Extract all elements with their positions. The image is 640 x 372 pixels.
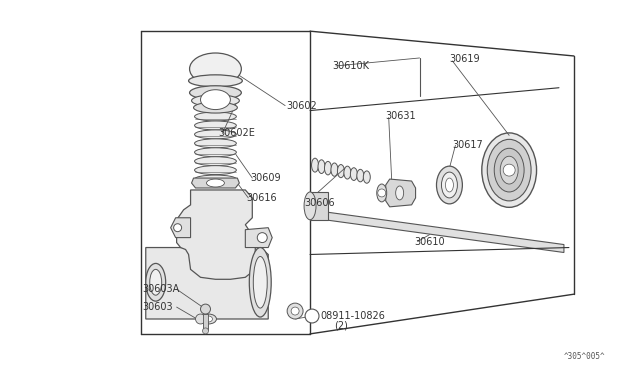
Ellipse shape [150, 269, 162, 295]
Ellipse shape [312, 158, 319, 172]
Ellipse shape [195, 130, 236, 139]
Ellipse shape [500, 156, 518, 184]
Ellipse shape [324, 161, 332, 175]
Circle shape [305, 309, 319, 323]
Circle shape [173, 224, 182, 232]
Text: 30610K: 30610K [332, 61, 369, 71]
Circle shape [257, 232, 268, 243]
Ellipse shape [396, 186, 404, 200]
Ellipse shape [205, 316, 212, 322]
Ellipse shape [195, 166, 236, 174]
Text: 30602E: 30602E [218, 128, 255, 138]
Text: 30609: 30609 [250, 173, 281, 183]
Bar [310, 192, 328, 220]
Ellipse shape [253, 256, 268, 308]
Text: 30617: 30617 [452, 140, 483, 150]
Ellipse shape [442, 172, 458, 198]
Text: 30603A: 30603A [143, 284, 180, 294]
Circle shape [378, 189, 386, 197]
Text: 08911-10826: 08911-10826 [320, 311, 385, 321]
Ellipse shape [146, 263, 166, 301]
Ellipse shape [364, 171, 371, 183]
Ellipse shape [337, 164, 344, 178]
Ellipse shape [189, 75, 243, 87]
Polygon shape [146, 247, 268, 319]
Circle shape [202, 328, 209, 334]
Ellipse shape [189, 86, 241, 100]
Ellipse shape [191, 95, 239, 107]
Polygon shape [191, 178, 239, 188]
Ellipse shape [357, 169, 364, 182]
Text: N: N [308, 311, 316, 321]
Ellipse shape [344, 166, 351, 179]
Polygon shape [171, 218, 191, 238]
Text: (2): (2) [334, 321, 348, 331]
Ellipse shape [195, 157, 236, 166]
Ellipse shape [195, 148, 236, 157]
Ellipse shape [350, 168, 357, 180]
Text: 30610: 30610 [415, 237, 445, 247]
Ellipse shape [250, 247, 271, 317]
Text: 30616: 30616 [246, 193, 277, 203]
Circle shape [291, 307, 299, 315]
Ellipse shape [331, 163, 338, 176]
Ellipse shape [445, 178, 453, 192]
Text: 30631: 30631 [386, 110, 417, 121]
Ellipse shape [195, 112, 236, 121]
Ellipse shape [200, 314, 216, 324]
Ellipse shape [195, 121, 236, 130]
Text: 30602: 30602 [286, 100, 317, 110]
Ellipse shape [189, 53, 241, 85]
Polygon shape [310, 210, 564, 253]
Ellipse shape [377, 184, 387, 202]
Circle shape [287, 303, 303, 319]
Text: 30606: 30606 [304, 198, 335, 208]
Bar [202, 314, 209, 330]
Text: 30619: 30619 [449, 54, 480, 64]
Circle shape [503, 164, 515, 176]
Ellipse shape [195, 139, 236, 148]
Ellipse shape [436, 166, 462, 204]
Ellipse shape [207, 179, 225, 187]
Ellipse shape [318, 160, 325, 173]
Circle shape [200, 304, 211, 314]
Ellipse shape [494, 148, 524, 192]
Ellipse shape [304, 192, 316, 220]
Circle shape [196, 314, 205, 324]
Polygon shape [386, 179, 415, 207]
Ellipse shape [487, 140, 531, 201]
Ellipse shape [482, 133, 536, 207]
Text: 30603: 30603 [143, 302, 173, 312]
Ellipse shape [200, 90, 230, 110]
Polygon shape [177, 190, 255, 279]
Ellipse shape [193, 102, 237, 113]
Ellipse shape [195, 175, 236, 183]
Polygon shape [245, 228, 272, 247]
Text: ^305^005^: ^305^005^ [564, 352, 605, 361]
